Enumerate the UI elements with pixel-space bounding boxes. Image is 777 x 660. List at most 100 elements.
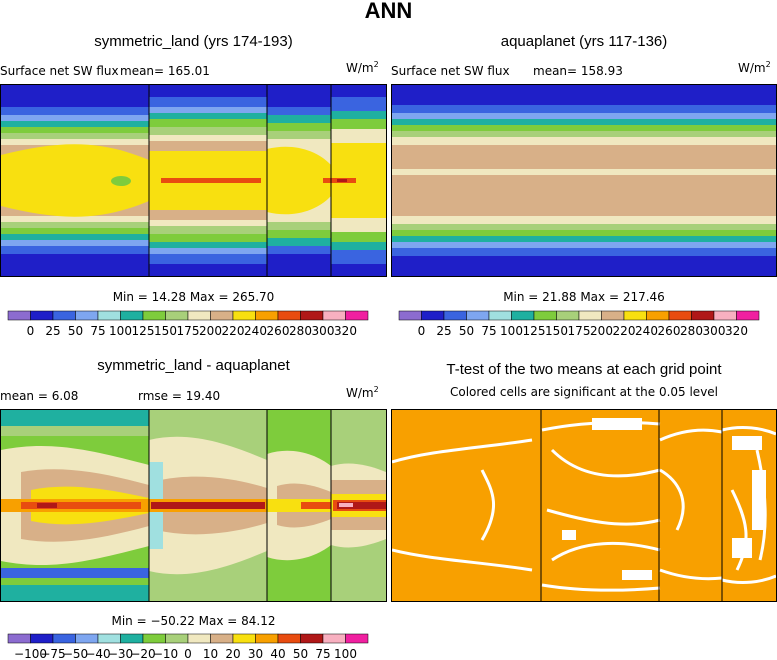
panel1-colorbar-swatch: [7, 310, 31, 321]
panel1-colorbar-label: 150: [154, 324, 177, 338]
panel2-colorbar-swatch: [646, 310, 670, 321]
panel3-colorbar-label: −40: [85, 647, 110, 660]
panel3-colorbar-label: 20: [225, 647, 240, 660]
panel1-colorbar-swatch: [277, 310, 301, 321]
panel3-colorbar-swatch: [120, 633, 144, 644]
panel2-colorbar-swatch: [466, 310, 490, 321]
panel1-colorbar-label: 280: [289, 324, 312, 338]
panel3-colorbar-swatch: [165, 633, 189, 644]
panel2-colorbar-label: 150: [545, 324, 568, 338]
panel4-title: T-test of the two means at each grid poi…: [446, 361, 722, 378]
panel1-colorbar-label: 0: [27, 324, 35, 338]
panel3-colorbar-swatch: [345, 633, 369, 644]
panel2-colorbar-label: 25: [436, 324, 451, 338]
panel2-colorbar-label: 320: [725, 324, 748, 338]
panel3-colorbar-swatch: [300, 633, 324, 644]
panel2-colorbar-swatch: [713, 310, 737, 321]
panel1-units-exp: 2: [373, 60, 379, 69]
panel3-colorbar-label: 40: [270, 647, 285, 660]
panel2-colorbar-swatch: [511, 310, 535, 321]
panel1-colorbar-label: 175: [177, 324, 200, 338]
panel2-colorbar-label: 175: [568, 324, 591, 338]
panel2-colorbar-swatch: [668, 310, 692, 321]
panel1-colorbar-swatch: [97, 310, 121, 321]
panel2-minmax: Min = 21.88 Max = 217.46: [503, 290, 665, 304]
panel3-units-exp: 2: [373, 385, 379, 394]
panel1-colorbar-swatch: [187, 310, 211, 321]
panel1-units-base: W/m: [346, 61, 374, 75]
panel2-colorbar-label: 0: [418, 324, 426, 338]
panel2-colorbar-label: 125: [523, 324, 546, 338]
panel3-colorbar-label: −30: [108, 647, 133, 660]
panel2-colorbar-label: 200: [590, 324, 613, 338]
panel3-colorbar-label: −100: [14, 647, 47, 660]
panel1-colorbar-label: 125: [132, 324, 155, 338]
panel3-minmax: Min = −50.22 Max = 84.12: [111, 614, 276, 628]
panel1-colorbar-label: 100: [109, 324, 132, 338]
panel1-colorbar-label: 260: [267, 324, 290, 338]
panel2-colorbar-label: 50: [459, 324, 474, 338]
panel2-colorbar-label: 240: [635, 324, 658, 338]
panel1-title: symmetric_land (yrs 174-193): [94, 33, 293, 50]
panel1-colorbar-swatch: [120, 310, 144, 321]
panel3-colorbar-swatch: [52, 633, 76, 644]
panel1-colorbar-swatch: [165, 310, 189, 321]
panel1-colorbar-swatch: [255, 310, 279, 321]
panel3-colorbar-label: 30: [248, 647, 263, 660]
panel2-mean: mean= 158.93: [533, 64, 623, 78]
panel1-colorbar-swatch: [30, 310, 54, 321]
panel4-map: [391, 409, 777, 602]
panel2-colorbar-swatch: [623, 310, 647, 321]
panel2-colorbar-label: 280: [680, 324, 703, 338]
panel1-units: W/m2: [346, 60, 379, 75]
panel2-colorbar-swatch: [578, 310, 602, 321]
panel2-title: aquaplanet (yrs 117-136): [500, 33, 668, 50]
panel2-units-base: W/m: [738, 61, 766, 75]
panel2-variable-label: Surface net SW flux: [391, 64, 510, 78]
panel3-colorbar-label: 50: [293, 647, 308, 660]
panel2-colorbar-label: 75: [481, 324, 496, 338]
panel2-colorbar-label: 300: [703, 324, 726, 338]
panel1-colorbar-label: 220: [222, 324, 245, 338]
panel3-colorbar: −100 −75 −50 −40 −30 −20 −10 0 10 20 30 40 50 75 100: [7, 633, 378, 660]
panel2-colorbar: 0 25 50 75 100 125 150 175 200 220 240 260 280 300 320: [398, 310, 769, 341]
panel1-colorbar-label: 75: [90, 324, 105, 338]
panel2-colorbar-swatch: [398, 310, 422, 321]
panel2-colorbar-swatch: [421, 310, 445, 321]
panel3-colorbar-label: −75: [40, 647, 65, 660]
panel3-colorbar-swatch: [75, 633, 99, 644]
panel1-colorbar-swatch: [345, 310, 369, 321]
panel3-mean: mean = 6.08: [0, 389, 79, 403]
panel2-colorbar-swatch: [443, 310, 467, 321]
panel2-colorbar-swatch: [736, 310, 760, 321]
panel1-colorbar-label: 320: [334, 324, 357, 338]
panel3-colorbar-swatch: [277, 633, 301, 644]
panel3-colorbar-swatch: [97, 633, 121, 644]
panel3-colorbar-label: −50: [63, 647, 88, 660]
panel3-colorbar-label: −10: [153, 647, 178, 660]
panel3-colorbar-swatch: [255, 633, 279, 644]
panel1-colorbar-swatch: [232, 310, 256, 321]
panel3-colorbar-label: −20: [130, 647, 155, 660]
panel3-colorbar-label: 0: [184, 647, 192, 660]
panel2-units: W/m2: [738, 60, 771, 75]
panel4-subtitle: Colored cells are significant at the 0.0…: [449, 385, 719, 399]
panel3-units-base: W/m: [346, 386, 374, 400]
panel1-minmax: Min = 14.28 Max = 265.70: [112, 290, 275, 304]
panel3-colorbar-swatch: [322, 633, 346, 644]
panel3-title: symmetric_land - aquaplanet: [97, 357, 290, 374]
panel3-colorbar-swatch: [30, 633, 54, 644]
panel1-colorbar-swatch: [210, 310, 234, 321]
panel2-map: [391, 84, 777, 277]
panel3-units: W/m2: [346, 385, 379, 400]
panel2-colorbar-swatch: [488, 310, 512, 321]
panel1-colorbar-label: 25: [45, 324, 60, 338]
panel3-rmse: rmse = 19.40: [138, 389, 221, 403]
panel1-colorbar: 0 25 50 75 100 125 150 175 200 220 240 260 280 300 320: [7, 310, 378, 341]
panel3-colorbar-swatch: [210, 633, 234, 644]
panel1-colorbar-swatch: [142, 310, 166, 321]
panel3-colorbar-swatch: [187, 633, 211, 644]
panel1-colorbar-label: 300: [312, 324, 335, 338]
panel1-colorbar-label: 240: [244, 324, 267, 338]
panel3-colorbar-swatch: [232, 633, 256, 644]
